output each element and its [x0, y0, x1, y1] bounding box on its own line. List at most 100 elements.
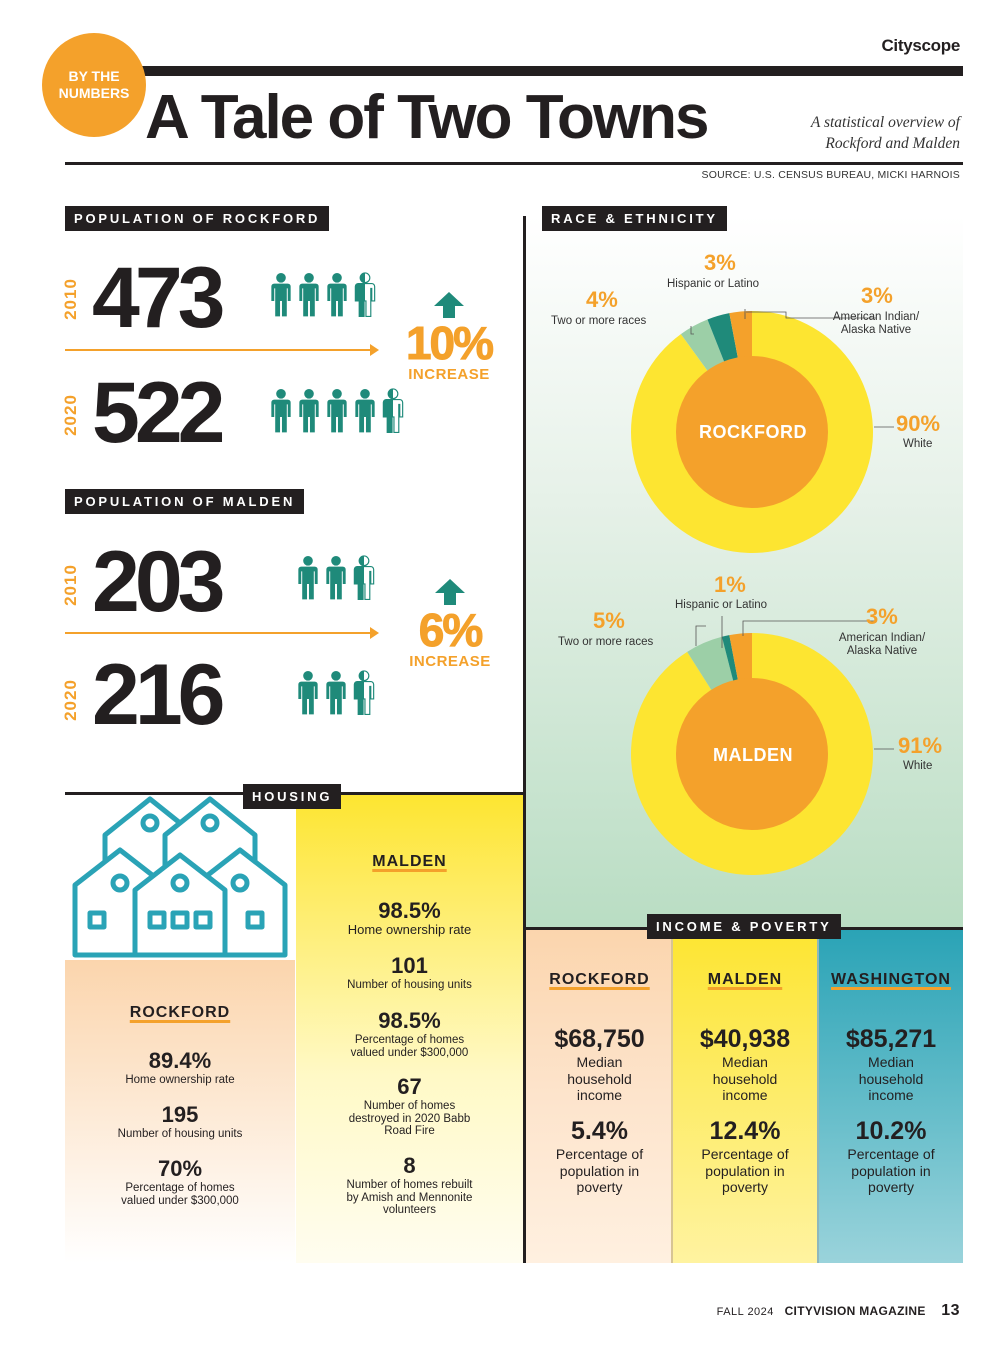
income-col-rockford [526, 929, 671, 1263]
leader-line [746, 311, 876, 319]
person-icon [354, 272, 376, 317]
stat-desc: valued under $300,000 [121, 1194, 239, 1207]
malden-donut-name: MALDEN [713, 745, 793, 765]
stat-value: 5.4% [571, 1117, 628, 1145]
malden-hisp-pct: 1% [714, 572, 746, 597]
rockford-white-label: White [903, 438, 933, 450]
footer: FALL 2024 CITYVISION MAGAZINE 13 [717, 1302, 960, 1320]
stat-desc: income [722, 1087, 768, 1103]
rockford-arrow [65, 344, 379, 356]
person-icon [382, 388, 404, 433]
stat-desc: Number of homes rebuilt [346, 1179, 473, 1191]
housing-label: HOUSING [243, 784, 342, 809]
donut-center [676, 678, 828, 830]
malden-change-pct: 6% [418, 604, 484, 656]
stat-desc: by Amish and Mennonite [346, 1191, 473, 1204]
person-icon [353, 670, 375, 715]
stat-value: 12.4% [709, 1117, 781, 1145]
rockford-pop-2010: 473 [92, 250, 225, 346]
stat-value: 195 [161, 1102, 199, 1127]
malden-income-stat: $40,938 Median household income [673, 1025, 817, 1104]
race-donuts [631, 309, 894, 875]
malden-year-2020: 2020 [60, 679, 80, 721]
malden-amind-label: American Indian/ Alaska Native [832, 632, 932, 658]
malden-arrow [65, 627, 379, 639]
person-icon [299, 388, 319, 433]
stat-desc: income [576, 1087, 623, 1103]
rockford-stat-valued: 70% Percentage of homes valued under $30… [65, 1156, 295, 1207]
stat-desc: Median [576, 1054, 623, 1070]
person-icon [327, 272, 347, 317]
amind-label-line1: American Indian/ [838, 632, 926, 644]
rockford-year-2020: 2020 [60, 394, 80, 436]
by-the-numbers-badge: BY THE NUMBERS [42, 33, 146, 137]
malden-pop-2010: 203 [92, 534, 225, 630]
stat-desc: poverty [868, 1179, 914, 1195]
rockford-two-label: Two or more races [551, 315, 647, 327]
stat-desc: household [567, 1070, 632, 1087]
race-label: RACE & ETHNICITY [542, 206, 727, 231]
stat-value: 101 [391, 953, 428, 978]
stat-desc: income [868, 1087, 914, 1103]
income-rockford-heading: ROCKFORD [549, 971, 650, 988]
housing-rockford-panel [65, 960, 295, 1263]
leader-line [742, 620, 876, 636]
person-icon [326, 670, 346, 715]
stat-value: 98.5% [378, 1008, 441, 1033]
leader-line [695, 625, 706, 646]
up-arrow-icon [434, 292, 464, 318]
rockford-amind-label: American Indian/ Alaska Native [826, 311, 926, 337]
malden-people-2020 [297, 670, 375, 726]
stat-desc: Home ownership rate [347, 922, 472, 937]
income-malden-stats: $40,938 Median household income 12.4% Pe… [673, 929, 817, 1263]
donut-center [676, 356, 828, 508]
income-col-divider [671, 929, 673, 1263]
income-col-divider [817, 929, 819, 1263]
rockford-donut-name: ROCKFORD [699, 422, 807, 442]
badge-line2: NUMBERS [58, 85, 130, 101]
stat-desc: destroyed in 2020 Babb [348, 1112, 471, 1125]
stat-desc: Home ownership rate [125, 1074, 235, 1086]
stat-desc: Number of homes [363, 1100, 456, 1112]
person-icon [298, 670, 318, 715]
stat-desc: Percentage of [555, 1146, 644, 1162]
amind-label-line1: American Indian/ [832, 311, 920, 323]
income-col-washington [819, 929, 963, 1263]
stat-desc: Number of housing units [347, 979, 472, 991]
stat-desc: population in [851, 1162, 931, 1179]
income-washington-heading: WASHINGTON [831, 971, 951, 988]
stat-desc: Percentage of [847, 1146, 935, 1162]
stat-desc: Median [868, 1054, 914, 1070]
rockford-hisp-label: Hispanic or Latino [667, 278, 760, 290]
rockford-poverty-stat: 5.4% Percentage of population in poverty [526, 1117, 673, 1196]
stat-desc: population in [705, 1162, 785, 1179]
malden-pop-2020: 216 [92, 647, 225, 743]
stat-desc: Road Fire [384, 1125, 435, 1137]
amind-label-line2: Alaska Native [846, 645, 918, 657]
subtitle-line1: A statistical overview of [810, 114, 960, 131]
malden-amind-pct: 3% [866, 604, 898, 629]
stat-desc: Percentage of homes [125, 1182, 235, 1194]
housing-malden-heading: MALDEN [372, 853, 447, 870]
malden-white-label: White [903, 760, 933, 772]
malden-stat-destroyed: 67 Number of homes destroyed in 2020 Bab… [296, 1074, 523, 1138]
income-col-malden [673, 929, 817, 1263]
person-icon [298, 555, 318, 600]
malden-stat-rebuilt: 8 Number of homes rebuilt by Amish and M… [296, 1153, 523, 1217]
houses-icon [72, 796, 288, 958]
stat-value: 89.4% [148, 1048, 212, 1073]
stat-desc: Percentage of [701, 1146, 789, 1162]
income-malden-heading: MALDEN [707, 971, 783, 988]
person-icon [327, 388, 347, 433]
stat-desc: Median [722, 1054, 768, 1070]
malden-people-2010 [297, 555, 375, 611]
stat-desc: household [712, 1070, 778, 1087]
income-rockford-stats: $68,750 Median household income 5.4% Per… [526, 929, 673, 1263]
stat-desc: population in [559, 1162, 640, 1179]
stat-desc: Percentage of homes [354, 1034, 465, 1046]
rockford-income-stat: $68,750 Median household income [526, 1025, 673, 1104]
malden-stat-units: 101 Number of housing units [296, 953, 523, 992]
stat-desc: poverty [576, 1179, 623, 1195]
vertical-divider [523, 216, 526, 1263]
header-rule [65, 162, 963, 165]
